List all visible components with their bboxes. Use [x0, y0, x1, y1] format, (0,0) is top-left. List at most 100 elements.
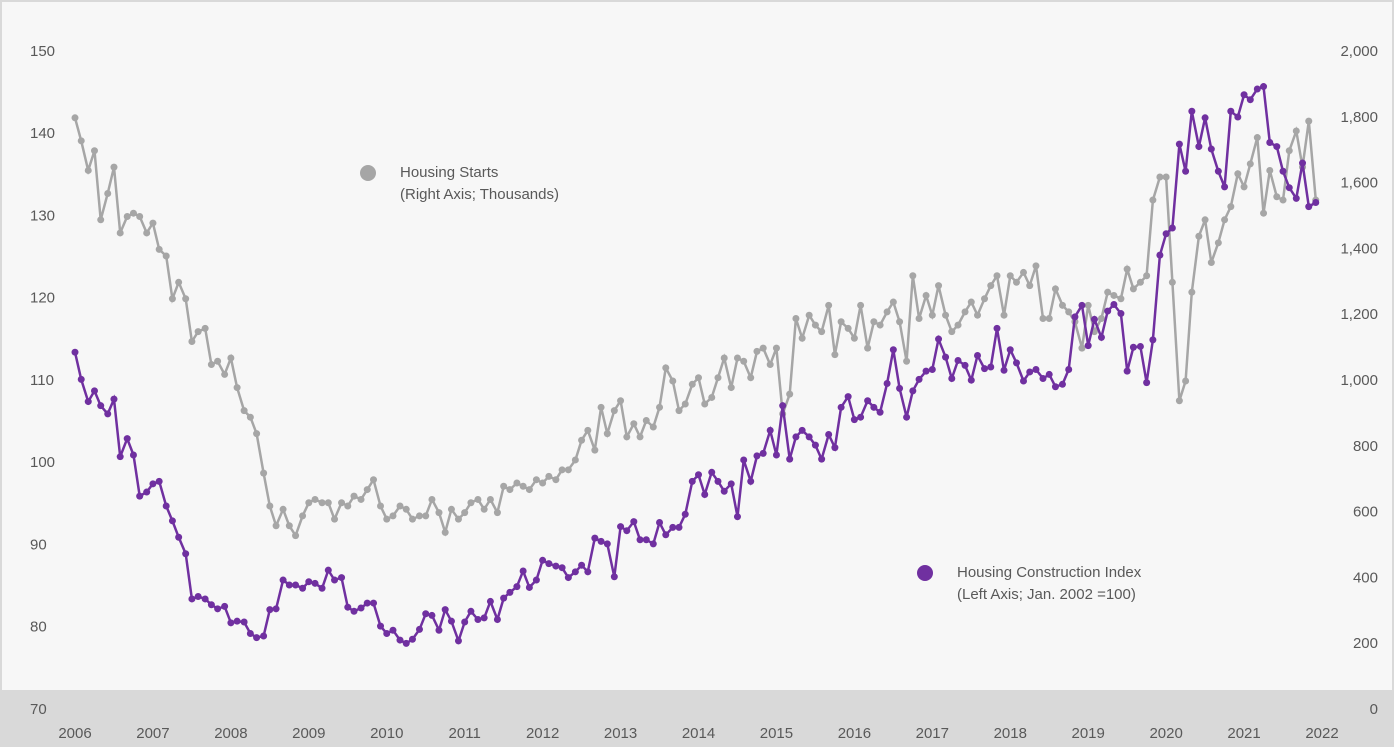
point — [649, 423, 657, 431]
point — [129, 451, 137, 459]
point — [818, 328, 826, 336]
x-tick-label: 2014 — [682, 725, 715, 742]
point — [1065, 365, 1073, 373]
point — [532, 576, 540, 584]
point — [447, 505, 455, 513]
axis-band — [0, 690, 1394, 747]
point — [350, 492, 358, 500]
point — [253, 430, 261, 438]
point — [1039, 314, 1047, 322]
point — [318, 499, 326, 507]
point — [922, 291, 930, 299]
point — [383, 515, 391, 523]
point — [883, 308, 891, 316]
point — [344, 603, 352, 611]
point — [714, 477, 722, 485]
x-tick-label: 2010 — [370, 725, 403, 742]
point — [1136, 278, 1144, 286]
point — [408, 635, 416, 643]
point — [1143, 272, 1151, 280]
point — [155, 245, 163, 253]
point — [896, 318, 904, 326]
point — [896, 384, 904, 392]
point — [389, 512, 397, 520]
point — [1188, 107, 1196, 115]
point — [168, 295, 176, 303]
point — [981, 295, 989, 303]
point — [727, 384, 735, 392]
point — [486, 495, 494, 503]
point — [1207, 259, 1215, 267]
point — [1305, 117, 1313, 125]
point — [948, 328, 956, 336]
point — [207, 601, 215, 609]
point — [642, 536, 650, 544]
point — [708, 393, 716, 401]
point — [1221, 183, 1229, 191]
point — [182, 550, 190, 558]
point — [1104, 307, 1112, 315]
point — [441, 528, 449, 536]
point — [578, 561, 586, 569]
legend-marker — [917, 565, 933, 581]
y-tick-label: 100 — [30, 454, 55, 471]
point — [688, 380, 696, 388]
point — [993, 324, 1001, 332]
point — [1084, 301, 1092, 309]
point — [506, 588, 514, 596]
point — [1240, 183, 1248, 191]
point — [961, 308, 969, 316]
point — [864, 344, 872, 352]
point — [805, 311, 813, 319]
point — [1058, 380, 1066, 388]
point — [610, 573, 618, 581]
point — [493, 509, 501, 517]
point — [1279, 167, 1287, 175]
point — [1246, 160, 1254, 168]
x-tick-label: 2016 — [838, 725, 871, 742]
point — [740, 456, 748, 464]
point — [214, 357, 222, 365]
point — [435, 509, 443, 517]
point — [408, 515, 416, 523]
point — [1156, 173, 1164, 181]
point — [578, 436, 586, 444]
point — [285, 522, 293, 530]
point — [377, 622, 385, 630]
point — [143, 488, 151, 496]
point — [461, 509, 469, 517]
point — [240, 407, 248, 415]
point — [675, 407, 683, 415]
point — [279, 576, 287, 584]
point — [591, 534, 599, 542]
point — [363, 599, 371, 607]
point — [1143, 379, 1151, 387]
point — [1051, 285, 1059, 293]
point — [402, 505, 410, 513]
point — [299, 512, 307, 520]
point — [422, 512, 430, 520]
x-tick-label: 2022 — [1305, 725, 1338, 742]
point — [864, 397, 872, 405]
y2-tick-label: 200 — [1353, 635, 1378, 652]
point — [825, 301, 833, 309]
point — [338, 499, 346, 507]
point — [662, 364, 670, 372]
point — [662, 531, 670, 539]
point — [370, 599, 378, 607]
point — [1227, 107, 1235, 115]
point — [279, 505, 287, 513]
y2-tick-label: 1,000 — [1340, 372, 1378, 389]
point — [1097, 333, 1105, 341]
point — [513, 479, 521, 487]
point — [1090, 315, 1098, 323]
point — [630, 518, 638, 526]
point — [798, 426, 806, 434]
point — [942, 311, 950, 319]
point — [695, 374, 702, 382]
point — [1279, 196, 1287, 204]
point — [402, 639, 410, 647]
point — [772, 451, 780, 459]
point — [1149, 336, 1157, 344]
